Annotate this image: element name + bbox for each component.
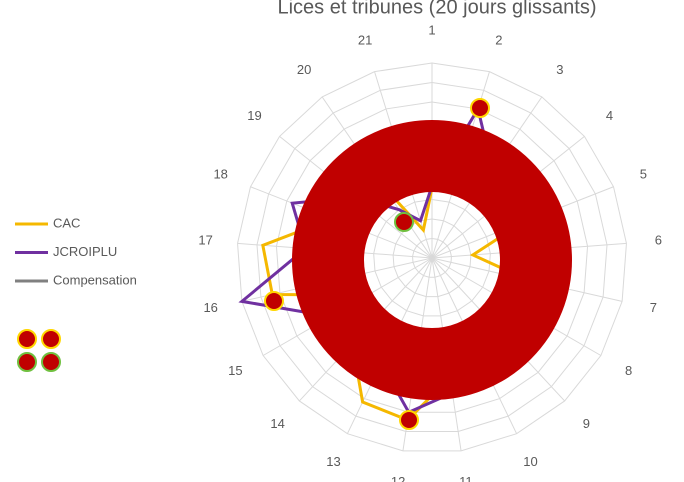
- grid-ring: [256, 81, 608, 433]
- legend-marker: [41, 329, 61, 349]
- category-label: 8: [625, 363, 632, 378]
- chart-title: Lices et tribunes (20 jours glissants): [277, 0, 596, 18]
- category-label: 18: [213, 167, 227, 182]
- legend-label: JCROIPLU: [53, 244, 117, 259]
- category-label: 9: [583, 416, 590, 431]
- category-label: 5: [640, 167, 647, 182]
- category-label: 12: [391, 474, 405, 482]
- donut: [292, 120, 572, 400]
- legend-marker: [41, 352, 61, 372]
- category-label: 13: [326, 454, 340, 469]
- grid-ring: [392, 218, 472, 298]
- legend-label: Compensation: [53, 272, 137, 287]
- marker: [264, 291, 284, 311]
- category-label: 21: [358, 33, 372, 48]
- category-label: 1: [428, 22, 435, 37]
- marker: [470, 98, 490, 118]
- category-label: 14: [270, 416, 284, 431]
- category-label: 11: [459, 474, 473, 482]
- category-label: 10: [523, 454, 537, 469]
- legend-label: CAC: [53, 215, 80, 230]
- category-label: 17: [198, 232, 212, 247]
- markers: [17, 98, 490, 430]
- marker: [394, 212, 414, 232]
- category-label: 7: [650, 300, 657, 315]
- grid-ring: [237, 62, 627, 452]
- grid-ring: [412, 237, 452, 278]
- marker: [399, 410, 419, 430]
- grid-ring: [373, 198, 491, 317]
- category-label: 15: [228, 363, 242, 378]
- category-label: 2: [495, 33, 502, 48]
- category-label: 19: [247, 108, 261, 123]
- grid-ring: [275, 101, 589, 413]
- category-label: 6: [655, 232, 662, 247]
- category-label: 3: [556, 62, 563, 77]
- category-label: 4: [606, 108, 613, 123]
- category-label: 16: [203, 300, 217, 315]
- legend-marker: [17, 352, 37, 372]
- legend-marker: [17, 329, 37, 349]
- category-label: 20: [297, 62, 311, 77]
- legend: CAC JCROIPLU Compensation: [15, 215, 137, 287]
